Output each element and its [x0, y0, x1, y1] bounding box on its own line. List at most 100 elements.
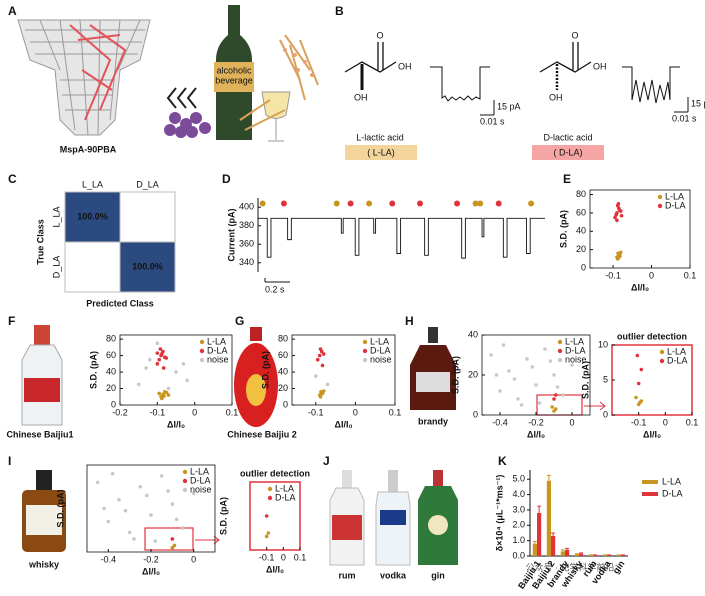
- scatter-point: [489, 353, 493, 357]
- scatter-point: [132, 537, 136, 541]
- scatter-point: [156, 362, 160, 366]
- y-tick-label: 40: [576, 226, 586, 236]
- y-tick-label: 0: [473, 409, 478, 419]
- scatter-point: [495, 373, 499, 377]
- bar: [561, 551, 565, 556]
- heat-cell: [120, 192, 175, 242]
- scatter-point: [181, 526, 185, 530]
- y-tick-label: 20: [106, 383, 116, 393]
- scatter-point: [556, 385, 560, 389]
- y-tick-label: 5.0: [512, 474, 525, 484]
- x-tick-label: 0.1: [226, 407, 239, 417]
- y-axis-label: δ×10⁴ (μL⁻¹*ms⁻¹): [494, 475, 504, 552]
- row-label: D_LA: [51, 256, 61, 279]
- scatter-point: [316, 358, 320, 362]
- scatter-point: [531, 365, 535, 369]
- y-axis-label: S.D. (pA): [260, 351, 270, 389]
- panel-label: H: [405, 314, 414, 328]
- bar: [575, 554, 579, 556]
- x-tick-label: 0: [569, 417, 574, 427]
- scatter-point: [543, 347, 547, 351]
- legend-marker: [183, 479, 187, 483]
- scatter-point: [534, 383, 538, 387]
- molecule-abbr: ( D-LA): [554, 147, 583, 157]
- scatter-point: [520, 403, 524, 407]
- scatter-point: [618, 208, 622, 212]
- scatter-point: [144, 366, 148, 370]
- scatter-point: [174, 370, 178, 374]
- scatter-point: [620, 214, 624, 218]
- event-marker: [348, 201, 354, 207]
- event-marker: [454, 201, 460, 207]
- x-tick-label: 0.1: [684, 270, 697, 280]
- scatter-point: [139, 485, 143, 489]
- x-tick-label: 0.1: [294, 552, 307, 562]
- legend-marker: [363, 340, 367, 344]
- bar: [547, 481, 551, 556]
- x-tick-label: -0.4: [101, 554, 117, 564]
- molecule-name: D-lactic acid: [543, 132, 592, 142]
- panel-label: F: [8, 314, 15, 328]
- x-tick-label: 0: [281, 552, 286, 562]
- x-axis-label: ΔI/I₀: [334, 419, 352, 429]
- scatter-point: [617, 202, 621, 206]
- x-tick-label: -0.1: [150, 407, 166, 417]
- x-tick-label: 0.1: [686, 417, 699, 427]
- y-tick-label: 20: [468, 369, 478, 379]
- legend-marker: [363, 349, 367, 353]
- y-tick-label: 60: [106, 350, 116, 360]
- panel-label: J: [323, 454, 330, 468]
- scatter-point: [164, 356, 168, 360]
- scatter-point: [162, 394, 166, 398]
- scatter-point: [157, 358, 161, 362]
- scatter-point: [638, 401, 642, 405]
- x-tick-label: -0.1: [308, 407, 324, 417]
- scatter-point: [498, 389, 502, 393]
- panel-label: C: [8, 172, 17, 186]
- y-axis-label: S.D. (pA): [558, 210, 568, 248]
- scatter-point: [117, 498, 121, 502]
- scatter-point: [267, 531, 271, 535]
- bar: [537, 513, 541, 556]
- y-axis-label: S.D. (pA): [88, 351, 98, 389]
- x-tick-label: -0.1: [605, 270, 621, 280]
- scatter-point: [265, 514, 269, 518]
- scatter-point: [162, 366, 166, 370]
- scatter-point: [124, 509, 128, 513]
- scatter-point: [319, 347, 323, 351]
- scatter-point: [502, 343, 506, 347]
- scatter-point: [111, 472, 115, 476]
- x-axis-label: ΔI/I₀: [266, 564, 284, 574]
- scale-label: 0.01 s: [480, 116, 505, 126]
- scatter-point: [171, 502, 175, 506]
- scatter-point: [128, 531, 132, 535]
- y-tick-label: 360: [239, 239, 254, 249]
- legend-label: noise: [190, 484, 212, 494]
- legend-marker: [558, 349, 562, 353]
- scatter-point: [153, 539, 157, 543]
- panel-label: K: [498, 454, 507, 468]
- legend-marker: [200, 349, 204, 353]
- legend-label: D-LA: [667, 355, 688, 365]
- sample-name: brandy: [418, 416, 448, 426]
- sample-name: Chinese Baijiu1: [6, 429, 73, 439]
- y-tick-label: 0: [603, 409, 608, 419]
- panel-label: G: [235, 314, 244, 328]
- scale-label: 0.01 s: [672, 113, 697, 123]
- scatter-point: [157, 392, 161, 396]
- legend-marker: [660, 359, 664, 363]
- y-tick-label: 400: [239, 202, 254, 212]
- event-marker: [496, 201, 502, 207]
- cell-label: 100.0%: [77, 211, 108, 221]
- chart-title: outlier detection: [617, 331, 687, 341]
- y-tick-label: 0: [111, 399, 116, 409]
- scatter-point: [160, 474, 164, 478]
- atom: O: [571, 30, 578, 40]
- scatter-point: [319, 390, 323, 394]
- legend-label: noise: [207, 354, 229, 364]
- scatter-point: [185, 378, 189, 382]
- x-tick-label: -0.4: [492, 417, 508, 427]
- scatter-point: [552, 397, 556, 401]
- scatter-point: [156, 351, 160, 355]
